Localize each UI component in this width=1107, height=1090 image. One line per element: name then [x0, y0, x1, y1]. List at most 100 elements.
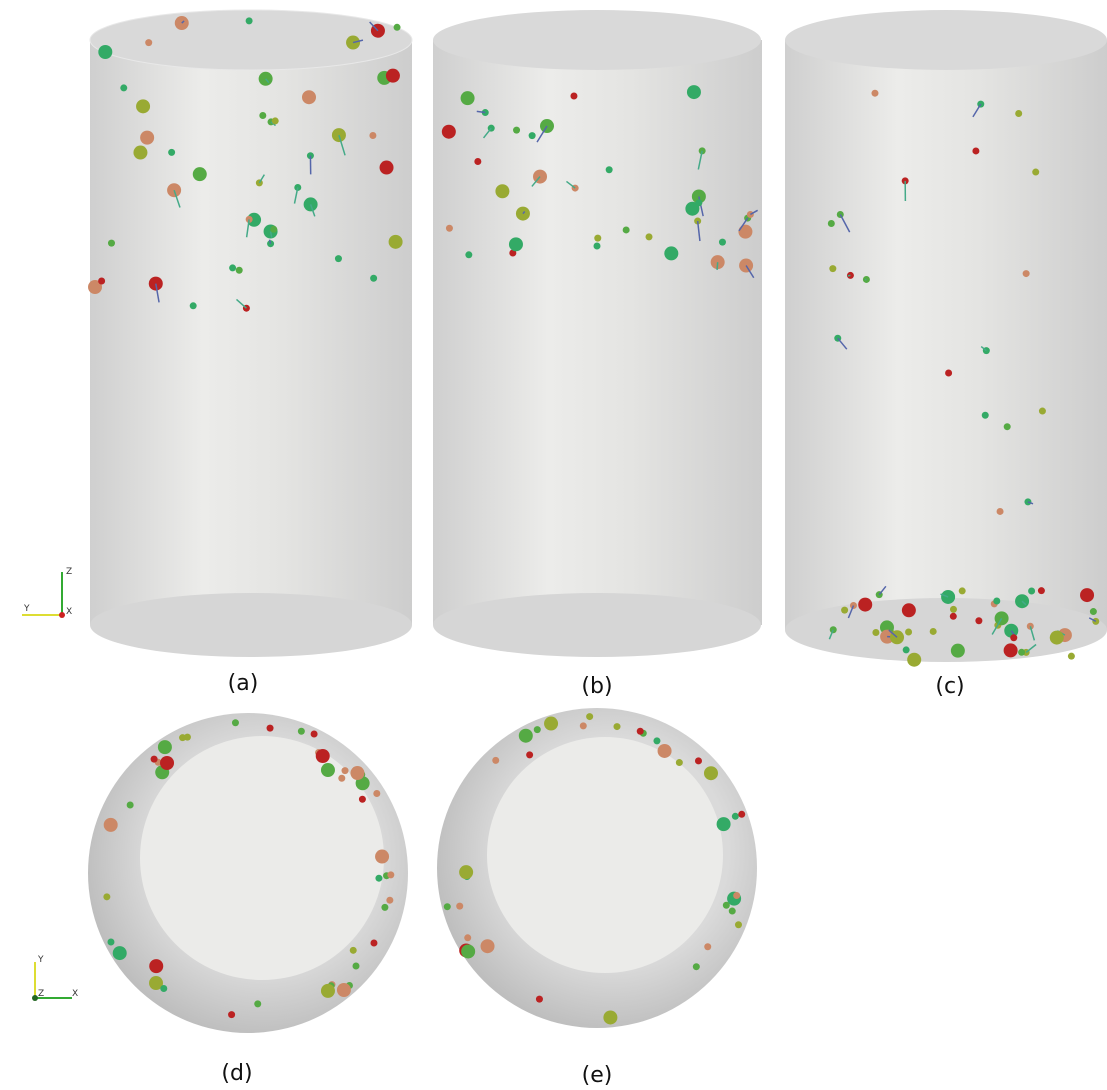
particle: [481, 939, 495, 953]
annulus-e: [437, 708, 757, 1028]
particle: [353, 962, 360, 969]
particle: [972, 147, 979, 154]
particle: [270, 226, 277, 233]
panel-label: (d): [221, 1061, 252, 1086]
particle: [461, 944, 475, 958]
particle: [1004, 423, 1011, 430]
particle: [459, 865, 473, 879]
particle: [193, 167, 207, 181]
particle: [738, 225, 752, 239]
particle: [658, 744, 672, 758]
particle: [386, 897, 393, 904]
velocity-arrow: [717, 262, 718, 270]
figure: Z Y X Y Z X (a) (b) (c) (d) (e): [0, 0, 1107, 1090]
particle: [738, 811, 745, 818]
axis-label: Z: [66, 567, 72, 577]
particle: [298, 728, 305, 735]
particle: [733, 892, 740, 899]
particle: [1028, 588, 1035, 595]
particle: [841, 607, 848, 614]
axis-triad-top: Y Z X: [32, 955, 78, 1001]
particle: [719, 239, 726, 246]
particle: [107, 938, 114, 945]
particle: [1039, 408, 1046, 415]
particle: [229, 264, 236, 271]
particle: [1010, 634, 1017, 641]
particle: [903, 646, 910, 653]
particle: [975, 617, 982, 624]
particle: [997, 508, 1004, 515]
particle: [456, 903, 463, 910]
particle: [828, 220, 835, 227]
particle: [950, 613, 957, 620]
particle: [646, 233, 653, 240]
particle: [586, 713, 593, 720]
particle: [637, 728, 644, 735]
particle: [103, 893, 110, 900]
particle: [580, 722, 587, 729]
panel-label: (c): [935, 674, 964, 699]
particle: [98, 45, 112, 59]
particle: [723, 902, 730, 909]
particle: [120, 84, 127, 91]
particle: [695, 757, 702, 764]
particle: [509, 237, 523, 251]
particle: [140, 131, 154, 145]
particle: [495, 184, 509, 198]
particle: [664, 246, 678, 260]
particle: [311, 730, 318, 737]
particle: [1023, 270, 1030, 277]
particle: [993, 597, 1000, 604]
particle: [614, 723, 621, 730]
particle: [342, 767, 349, 774]
particle: [871, 90, 878, 97]
particle: [350, 766, 364, 780]
particle: [544, 717, 558, 731]
velocity-arrow: [270, 240, 271, 244]
particle: [905, 629, 912, 636]
particle: [1050, 631, 1064, 645]
particle: [108, 240, 115, 247]
particle: [337, 983, 351, 997]
particle: [536, 996, 543, 1003]
particle: [350, 947, 357, 954]
particle: [529, 132, 536, 139]
particle: [465, 251, 472, 258]
axis-label: X: [72, 989, 78, 999]
particle: [623, 226, 630, 233]
particle: [872, 629, 879, 636]
particle: [246, 17, 253, 24]
particle: [704, 943, 711, 950]
particle: [370, 275, 377, 282]
particle: [338, 775, 345, 782]
particle: [302, 90, 316, 104]
particle: [959, 587, 966, 594]
particle: [1080, 588, 1094, 602]
particle: [735, 921, 742, 928]
particle: [389, 235, 403, 249]
particle: [676, 759, 683, 766]
cylinder-b: [433, 10, 762, 657]
particle: [945, 370, 952, 377]
particle: [316, 749, 330, 763]
particle: [519, 729, 533, 743]
particle: [190, 302, 197, 309]
particle: [1068, 653, 1075, 660]
particle: [492, 757, 499, 764]
annulus-d: [88, 713, 408, 1033]
particle: [442, 125, 456, 139]
particle: [1018, 649, 1025, 656]
particle: [717, 817, 731, 831]
particle: [168, 149, 175, 156]
particle: [98, 278, 105, 285]
particle: [732, 813, 739, 820]
axis-label: Z: [38, 989, 44, 999]
particle: [930, 628, 937, 635]
particle: [446, 225, 453, 232]
particle: [373, 790, 380, 797]
particle: [526, 751, 533, 758]
particle: [254, 1000, 261, 1007]
cylinder-c: [785, 10, 1107, 662]
particle: [380, 161, 394, 175]
particle: [1004, 643, 1018, 657]
